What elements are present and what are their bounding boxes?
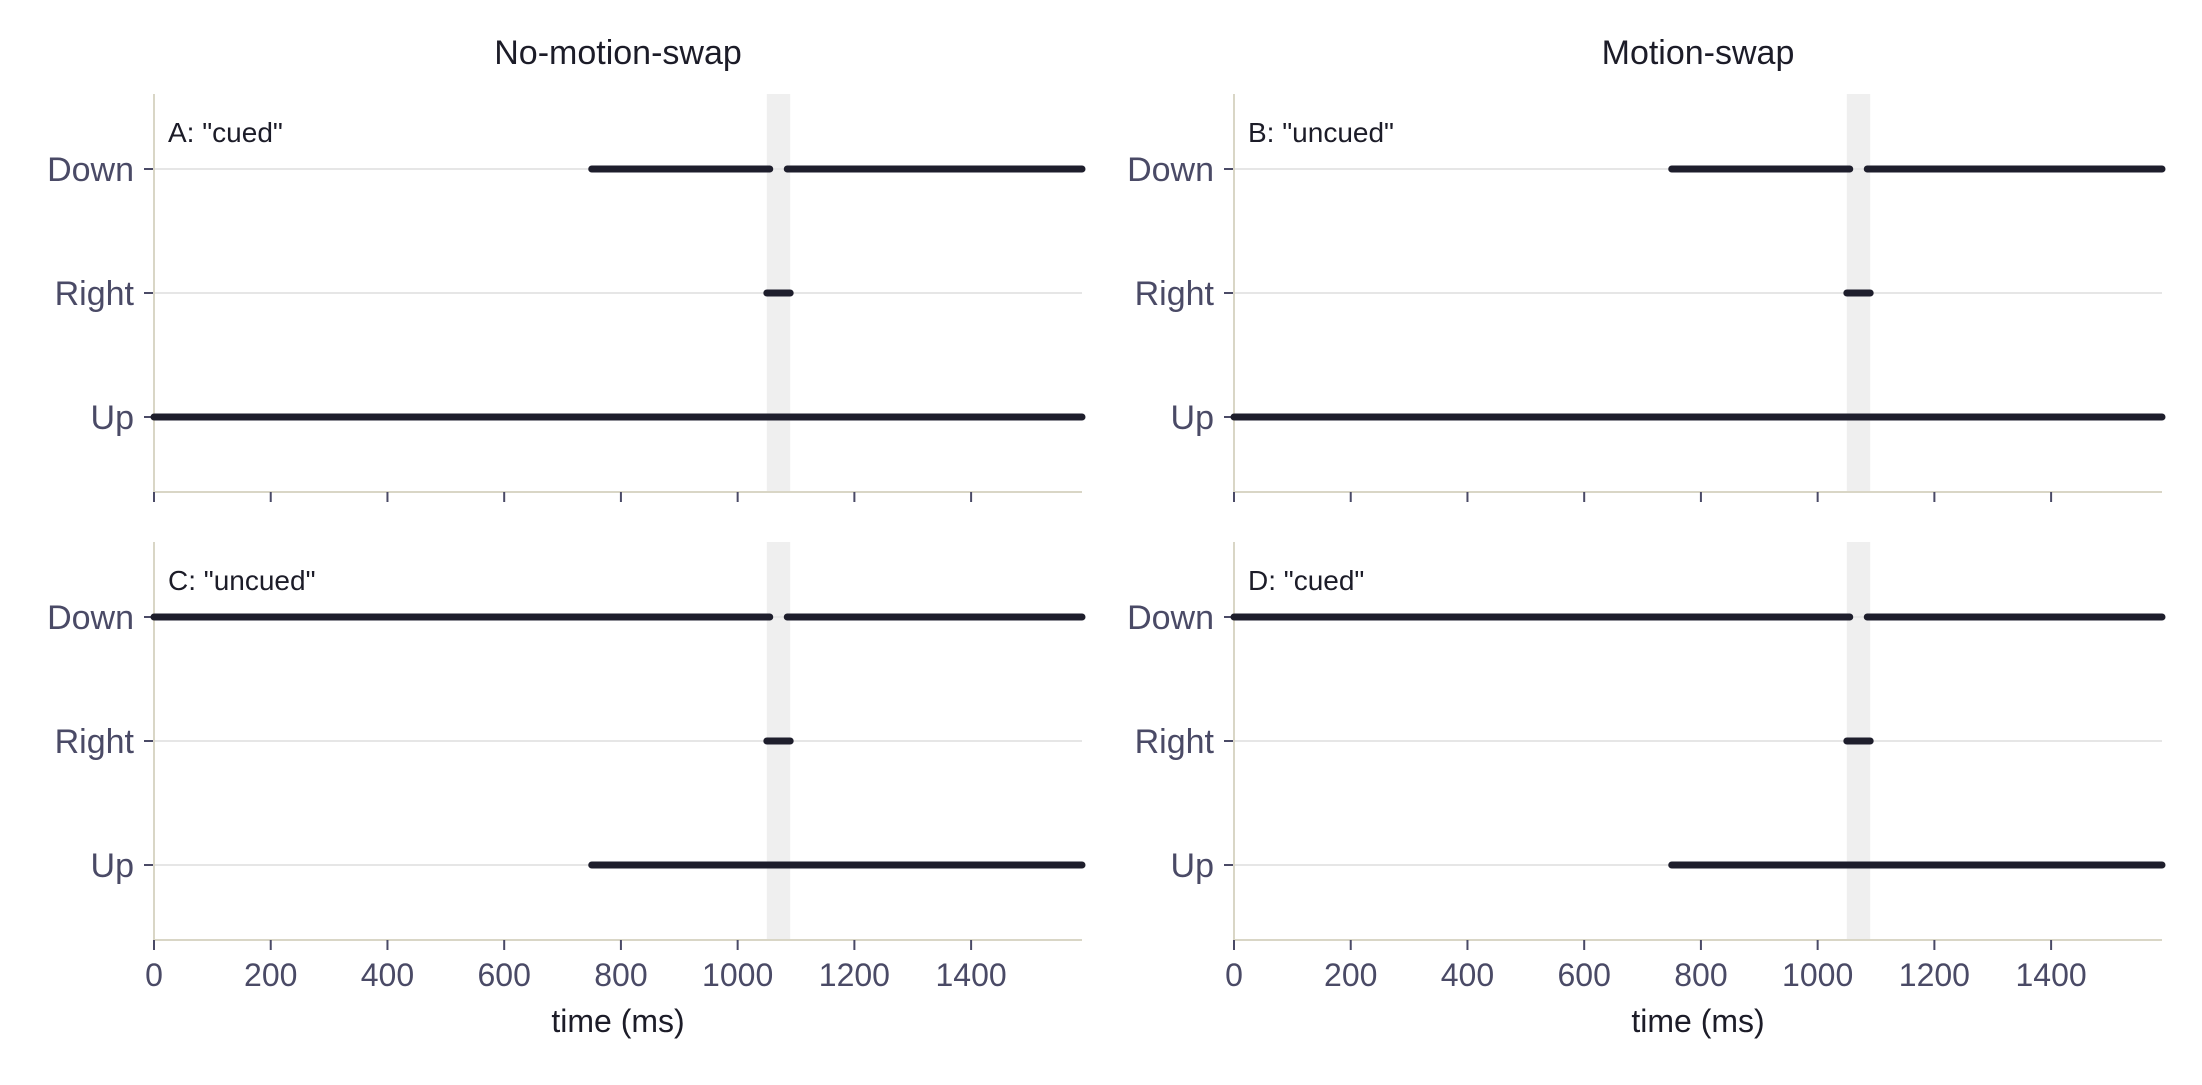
x-tick-label: 600	[477, 957, 530, 993]
x-tick-label: 400	[361, 957, 414, 993]
panel-label: C: "uncued"	[168, 565, 316, 596]
x-tick-label: 400	[1441, 957, 1494, 993]
y-tick-label: Down	[1127, 599, 1214, 637]
panel-d: Down Right Up 0 200 400 600 800 1000 1200 1400 time…	[1127, 542, 2166, 1039]
panel-a: Down Right Up A: "cued"	[47, 94, 1086, 502]
x-tick-label: 1400	[936, 957, 1007, 993]
y-tick-label: Up	[1171, 399, 1214, 437]
x-tick-label: 200	[1324, 957, 1377, 993]
y-tick-label: Up	[91, 399, 134, 437]
panel-c: Down Right Up 0 200 400 600 800 1000 1200 1400 time…	[47, 542, 1086, 1039]
x-tick-label: 1000	[1782, 957, 1853, 993]
x-tick-label: 0	[145, 957, 163, 993]
y-tick-label: Down	[47, 599, 134, 637]
column-title: Motion-swap	[1602, 34, 1795, 72]
x-tick-label: 200	[244, 957, 297, 993]
y-tick-label: Right	[1135, 275, 1215, 313]
x-tick-label: 600	[1557, 957, 1610, 993]
x-axis-label: time (ms)	[551, 1003, 684, 1039]
x-tick-label: 1200	[1899, 957, 1970, 993]
y-tick-label: Up	[1171, 847, 1214, 885]
x-tick-label: 1200	[819, 957, 890, 993]
y-tick-label: Right	[55, 275, 135, 313]
y-tick-label: Right	[55, 723, 135, 761]
x-axis-label: time (ms)	[1631, 1003, 1764, 1039]
y-tick-label: Down	[1127, 151, 1214, 189]
panel-label: B: "uncued"	[1248, 117, 1394, 148]
x-tick-label: 1400	[2016, 957, 2087, 993]
y-tick-label: Down	[47, 151, 134, 189]
column-title: No-motion-swap	[494, 34, 742, 72]
x-tick-label: 1000	[702, 957, 773, 993]
x-tick-label: 0	[1225, 957, 1243, 993]
x-tick-label: 800	[594, 957, 647, 993]
y-tick-label: Up	[91, 847, 134, 885]
panel-label: D: "cued"	[1248, 565, 1364, 596]
y-tick-label: Right	[1135, 723, 1215, 761]
x-tick-label: 800	[1674, 957, 1727, 993]
panel-b: Down Right Up B: "uncued"	[1127, 94, 2166, 502]
panel-label: A: "cued"	[168, 117, 283, 148]
